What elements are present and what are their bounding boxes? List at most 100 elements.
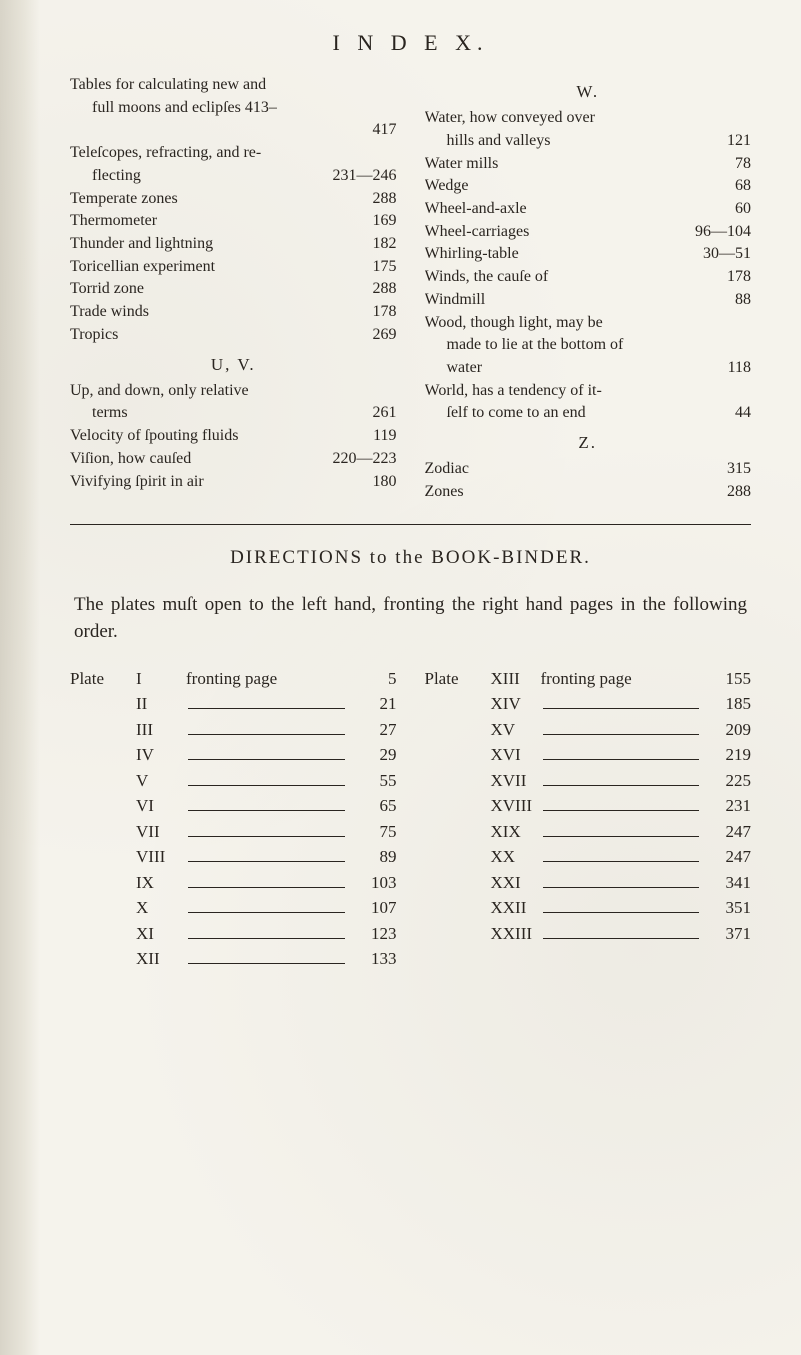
plate-numeral: XVII [491,768,541,794]
index-label: Water, how conveyed over [425,107,746,130]
index-page: 88 [729,289,751,312]
plate-numeral: XX [491,844,541,870]
plate-lead: Plate [70,666,136,692]
index-label: water [425,357,722,380]
index-label: hills and valleys [425,130,722,153]
index-label: Water mills [425,153,730,176]
section-rule [70,524,751,525]
plate-page: 351 [705,895,751,921]
index-page: 417 [367,119,397,142]
plate-row: XII 133 [70,946,397,972]
index-label: Winds, the cauſe of [425,266,722,289]
index-row: water118 [425,357,752,380]
plate-row: XXI341 [425,870,752,896]
index-col-right: W.Water, how conveyed overhills and vall… [425,74,752,504]
plate-numeral: IX [136,870,186,896]
plate-page: 155 [705,666,751,692]
index-page: 121 [721,130,751,153]
plate-numeral: XXI [491,870,541,896]
page-container: I N D E X. Tables for calculating new an… [0,0,801,1002]
index-page: 288 [721,481,751,504]
plate-numeral: IV [136,742,186,768]
index-label: Wood, though light, may be [425,312,746,335]
index-label: Vivifying ſpirit in air [70,471,367,494]
index-row: Velocity of ſpouting fluids119 [70,425,397,448]
index-page: 269 [367,324,397,347]
plate-row: XXII 351 [425,895,752,921]
plate-page: 5 [351,666,397,692]
plate-page: 219 [705,742,751,768]
plate-dash [188,853,345,862]
index-label: terms [70,402,367,425]
index-section-letter: Z. [425,431,752,455]
index-page: 180 [367,471,397,494]
plate-row: PlateXIIIfronting page155 [425,666,752,692]
plate-dash [543,726,700,735]
plate-page: 225 [705,768,751,794]
plate-numeral: III [136,717,186,743]
plate-row: XI123 [70,921,397,947]
index-page: 169 [367,210,397,233]
plate-numeral: XXII [491,895,541,921]
plate-numeral: XV [491,717,541,743]
plate-row: XXIII371 [425,921,752,947]
plate-page: 123 [351,921,397,947]
plate-page: 247 [705,844,751,870]
index-label: Whirling-table [425,243,698,266]
directions-caps: DIRECTIONS to the BOOK-BINDER. [230,547,591,568]
index-label: flecting [70,165,327,188]
plate-page: 29 [351,742,397,768]
plate-numeral: XIV [491,691,541,717]
index-row: Thunder and lightning182 [70,233,397,256]
directions-heading: DIRECTIONS to the BOOK-BINDER. [70,547,751,569]
plate-row: XVIII231 [425,793,752,819]
index-row: Water mills78 [425,153,752,176]
index-row: Wedge68 [425,175,752,198]
index-row: Windmill88 [425,289,752,312]
index-row: Water, how conveyed over [425,107,752,130]
plate-dash [188,828,345,837]
plate-dash [188,700,345,709]
plate-numeral: XII [136,946,186,972]
index-row: Zodiac315 [425,458,752,481]
index-label: Wheel-carriages [425,221,690,244]
plate-numeral: VIII [136,844,186,870]
plate-row: II21 [70,691,397,717]
index-label: Windmill [425,289,730,312]
index-page: 44 [729,402,751,425]
plate-dash [188,751,345,760]
plate-row: V55 [70,768,397,794]
plate-page: 75 [351,819,397,845]
plate-page: 133 [351,946,397,972]
index-row: Temperate zones288 [70,188,397,211]
index-label: World, has a tendency of it- [425,380,746,403]
plate-dash [188,879,345,888]
plate-numeral: VII [136,819,186,845]
index-row: World, has a tendency of it- [425,380,752,403]
index-row: Thermometer169 [70,210,397,233]
plate-row: XIV185 [425,691,752,717]
plate-page: 247 [705,819,751,845]
plate-dash [188,777,345,786]
index-label: Viſion, how cauſed [70,448,327,471]
plate-dash [543,700,700,709]
index-label: Zodiac [425,458,722,481]
plate-dash [543,904,700,913]
index-page: 178 [367,301,397,324]
index-row: full moons and eclipſes 413– [70,97,397,120]
index-page: 261 [367,402,397,425]
index-label: Thunder and lightning [70,233,367,256]
index-page: 119 [367,425,396,448]
index-row: Tropics269 [70,324,397,347]
plate-page: 65 [351,793,397,819]
plate-row: IX103 [70,870,397,896]
plate-numeral: XXIII [491,921,541,947]
plate-page: 89 [351,844,397,870]
plate-dash [188,930,345,939]
index-page: 78 [729,153,751,176]
index-label: Up, and down, only relative [70,380,391,403]
index-page: 175 [367,256,397,279]
index-row: Wheel-and-axle60 [425,198,752,221]
plate-dash [543,802,700,811]
plate-row: XX 247 [425,844,752,870]
